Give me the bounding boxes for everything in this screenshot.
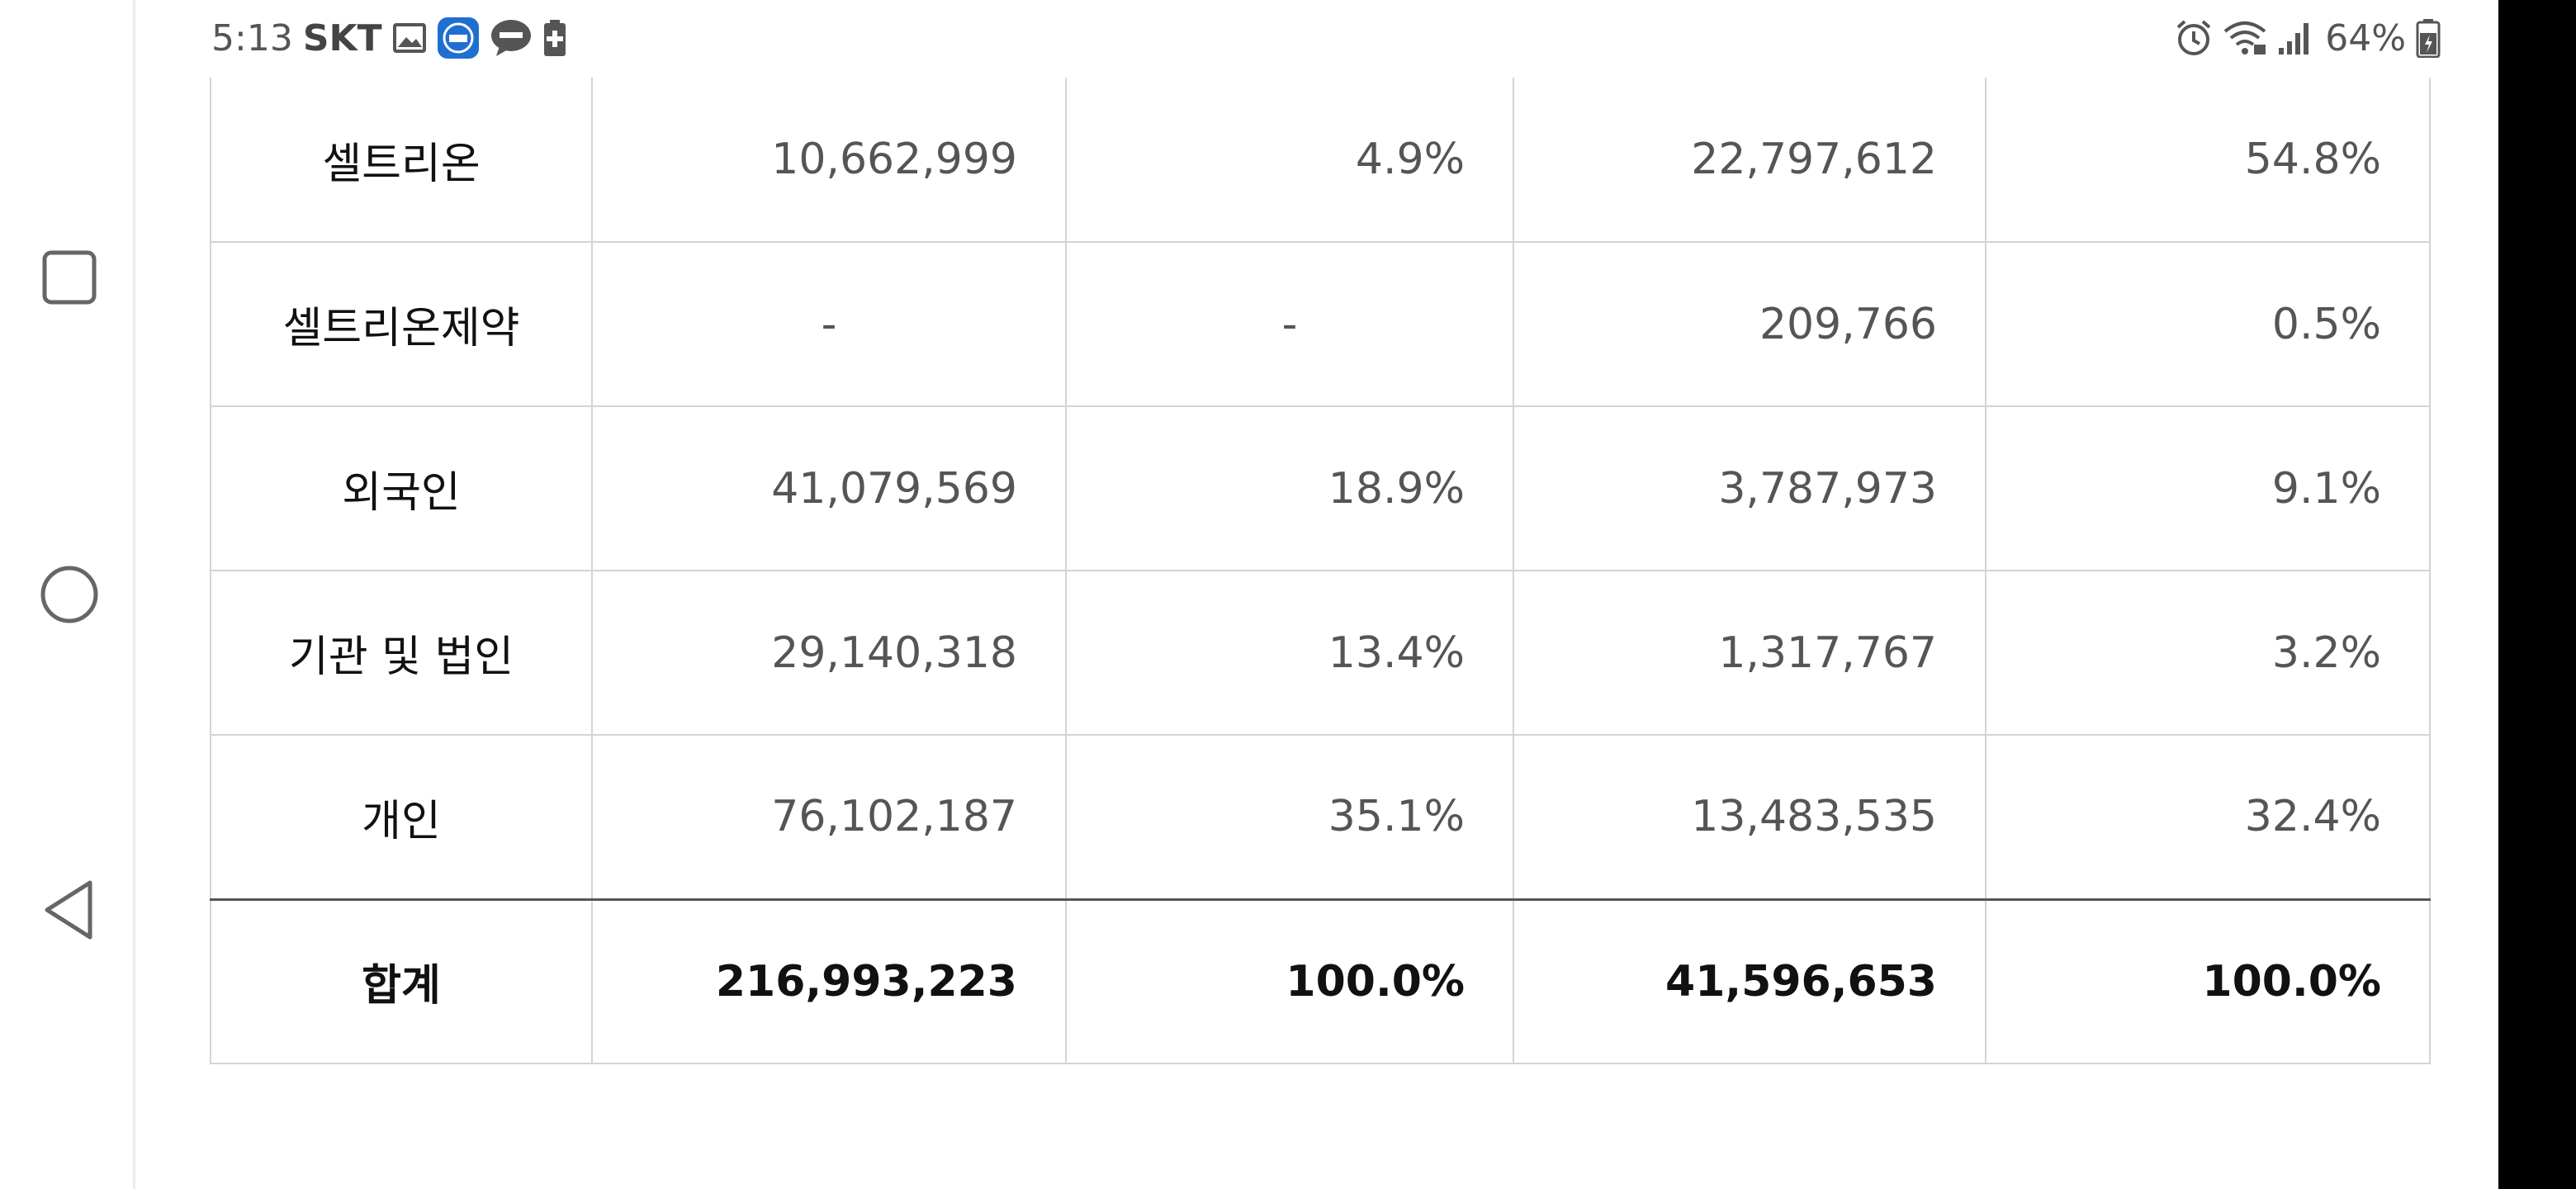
table-row: 셀트리온제약 - - 209,766 0.5%	[210, 241, 2431, 407]
cell-shares-2: 209,766	[1513, 241, 1986, 407]
cell-shares-2: 1,317,767	[1513, 570, 1986, 736]
status-left: 5:13 SKT	[211, 17, 567, 59]
row-label: 개인	[210, 734, 593, 900]
recent-apps-icon	[42, 250, 97, 305]
status-right: 64%	[2175, 17, 2441, 59]
total-shares-1: 216,993,223	[591, 898, 1067, 1064]
cell-ratio-2: 9.1%	[1985, 405, 2431, 571]
navigation-bar	[0, 0, 135, 1189]
shareholder-table: 셀트리온 10,662,999 4.9% 22,797,612 54.8% 셀트…	[210, 78, 2431, 1064]
shareholder-table-container: 셀트리온 10,662,999 4.9% 22,797,612 54.8% 셀트…	[210, 78, 2431, 1064]
mobile-guard-icon	[437, 17, 480, 59]
cell-ratio-1: 4.9%	[1065, 78, 1514, 243]
total-ratio-1: 100.0%	[1065, 898, 1514, 1064]
status-bar: 5:13 SKT	[211, 0, 2441, 76]
total-row: 합계 216,993,223 100.0% 41,596,653 100.0%	[210, 898, 2431, 1064]
cell-shares-2: 3,787,973	[1513, 405, 1986, 571]
total-label: 합계	[210, 898, 593, 1064]
row-label: 셀트리온제약	[210, 241, 593, 407]
cell-ratio-1: 35.1%	[1065, 734, 1514, 900]
cell-ratio-2: 32.4%	[1985, 734, 2431, 900]
status-carrier: SKT	[302, 17, 382, 59]
back-icon	[45, 880, 92, 940]
cell-shares-1: 10,662,999	[591, 78, 1067, 243]
home-icon	[40, 566, 98, 623]
home-button[interactable]	[35, 560, 104, 629]
row-label: 기관 및 법인	[210, 570, 593, 736]
cell-ratio-1: -	[1065, 241, 1514, 407]
status-time: 5:13	[211, 17, 293, 59]
cell-ratio-1: 18.9%	[1065, 405, 1514, 571]
wifi-icon	[2223, 20, 2267, 56]
table-row: 기관 및 법인 29,140,318 13.4% 1,317,767 3.2%	[210, 570, 2431, 736]
cell-shares-2: 22,797,612	[1513, 78, 1986, 243]
gallery-icon	[392, 22, 427, 54]
total-shares-2: 41,596,653	[1513, 898, 1986, 1064]
cell-shares-2: 13,483,535	[1513, 734, 1986, 900]
cell-shares-1: 41,079,569	[591, 405, 1067, 571]
table-row: 개인 76,102,187 35.1% 13,483,535 32.4%	[210, 734, 2431, 900]
cell-shares-1: 29,140,318	[591, 570, 1067, 736]
recent-apps-button[interactable]	[35, 243, 104, 312]
row-label: 외국인	[210, 405, 593, 571]
battery-saver-icon	[542, 19, 567, 57]
cell-shares-1: -	[591, 241, 1067, 407]
table-row: 셀트리온 10,662,999 4.9% 22,797,612 54.8%	[210, 78, 2431, 243]
cell-shares-1: 76,102,187	[591, 734, 1067, 900]
signal-icon	[2277, 20, 2315, 56]
cell-ratio-2: 54.8%	[1985, 78, 2431, 243]
battery-icon	[2416, 18, 2441, 58]
screen-edge	[2498, 0, 2576, 1189]
cell-ratio-2: 3.2%	[1985, 570, 2431, 736]
cell-ratio-2: 0.5%	[1985, 241, 2431, 407]
table-row: 외국인 41,079,569 18.9% 3,787,973 9.1%	[210, 405, 2431, 571]
back-button[interactable]	[35, 875, 104, 945]
total-ratio-2: 100.0%	[1985, 898, 2431, 1064]
talk-icon	[490, 18, 533, 58]
cell-ratio-1: 13.4%	[1065, 570, 1514, 736]
battery-level: 64%	[2325, 17, 2406, 59]
row-label: 셀트리온	[210, 78, 593, 243]
alarm-icon	[2175, 19, 2213, 57]
